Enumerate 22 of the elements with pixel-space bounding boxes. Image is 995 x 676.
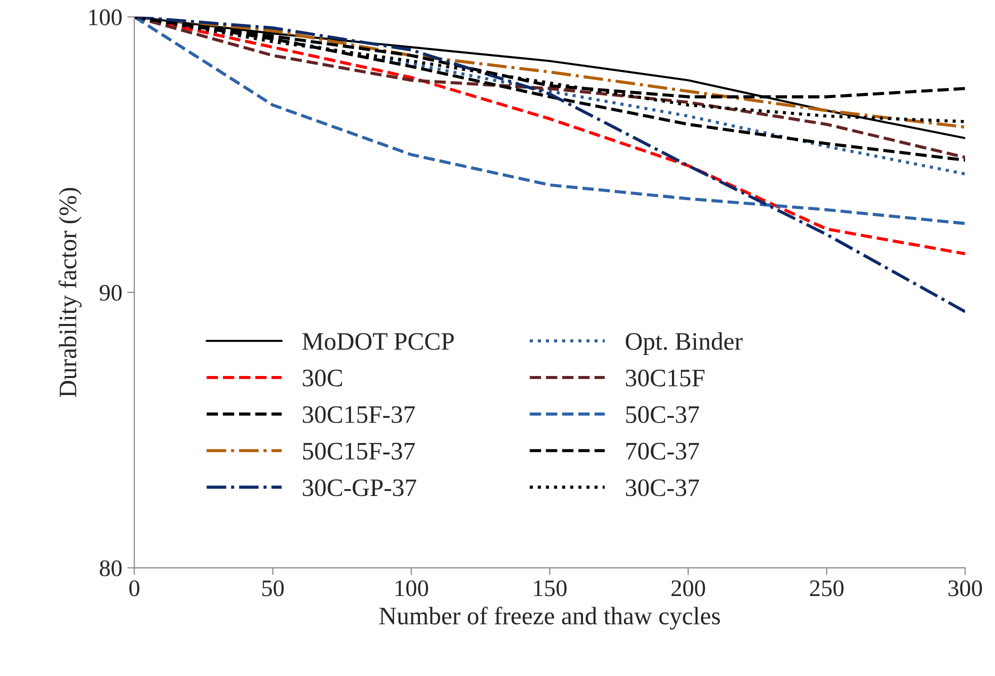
legend-label: 30C-GP-37: [302, 479, 416, 496]
x-tick-label: 150: [534, 580, 567, 596]
legend-label: 30C15F-37: [302, 406, 415, 424]
legend-label: 30C: [302, 370, 342, 386]
legend-label: MoDOT PCCP: [302, 333, 454, 350]
legend-label: 50C15F-37: [303, 442, 415, 460]
x-tick-label: 250: [810, 580, 844, 596]
x-tick-label: 50: [262, 580, 284, 596]
legend-label: 50C-37: [626, 406, 700, 424]
x-tick-label: 300: [948, 580, 982, 596]
y-tick-label: 90: [100, 284, 122, 301]
y-axis-title: Durability factor (%): [58, 188, 82, 398]
y-tick-label: 80: [100, 560, 122, 576]
x-tick-label: 0: [129, 580, 140, 596]
x-tick-label: 100: [396, 580, 428, 596]
legend-label: Opt. Binder: [626, 332, 743, 355]
x-axis-title: Number of freeze and thaw cycles: [379, 606, 720, 630]
legend-label: 70C-37: [626, 442, 700, 460]
y-tick-label: 100: [89, 9, 122, 26]
legend-label: 30C-37: [626, 479, 700, 496]
x-tick-label: 200: [672, 580, 706, 596]
legend-label: 30C15F: [626, 370, 704, 386]
